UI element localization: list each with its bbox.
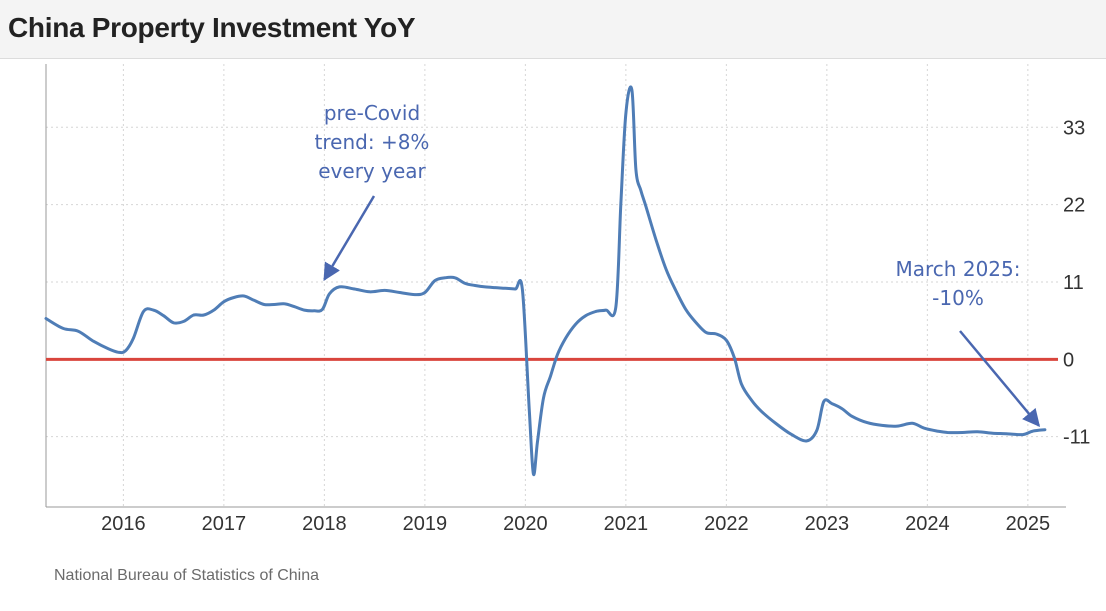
- x-tick-label: 2023: [805, 513, 850, 535]
- x-tick-label: 2024: [905, 513, 950, 535]
- series-line: [44, 85, 1047, 477]
- y-tick-label: 0: [1063, 349, 1074, 371]
- x-tick-label: 2022: [704, 513, 749, 535]
- source-credit: National Bureau of Statistics of China: [54, 567, 320, 584]
- annotation-text: trend: +8%: [315, 130, 430, 154]
- x-tick-label: 2019: [403, 513, 448, 535]
- x-tick-label: 2017: [202, 513, 247, 535]
- x-tick-label: 2016: [101, 513, 146, 535]
- x-tick-label: 2021: [604, 513, 649, 535]
- annotation-arrow: [959, 330, 1041, 427]
- y-tick-label: 11: [1063, 272, 1084, 294]
- annotation-arrow: [323, 195, 376, 282]
- y-tick-label: -11: [1063, 427, 1090, 449]
- annotation-text: every year: [318, 159, 426, 183]
- annotation-text: pre-Covid: [324, 101, 420, 125]
- x-tick-label: 2020: [503, 513, 548, 535]
- chart-header: China Property Investment YoY: [0, 0, 1106, 59]
- x-tick-label: 2018: [302, 513, 347, 535]
- y-tick-label: 22: [1063, 195, 1085, 217]
- y-tick-label: 33: [1063, 117, 1085, 139]
- chart-title: China Property Investment YoY: [8, 12, 416, 43]
- annotation-text: -10%: [932, 286, 984, 310]
- annotation-text: March 2025:: [896, 257, 1021, 281]
- x-tick-label: 2025: [1006, 513, 1051, 535]
